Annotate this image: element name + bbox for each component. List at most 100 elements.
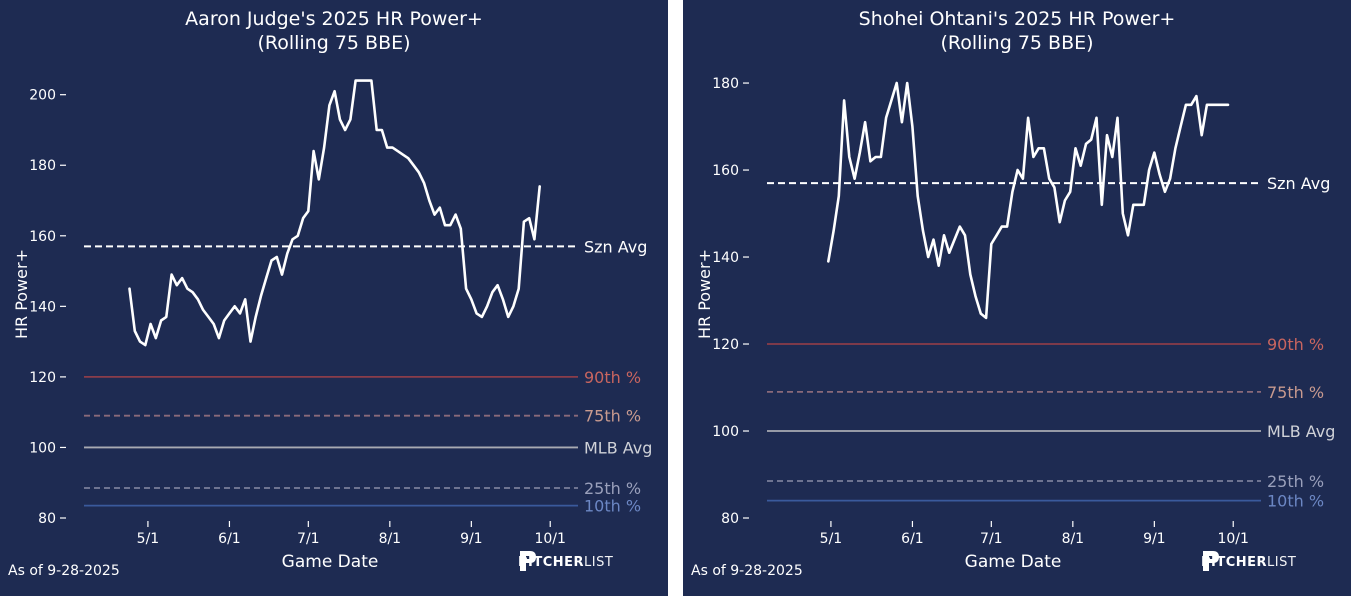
- series-point: [1179, 125, 1182, 128]
- y-tick-label: 100: [712, 424, 739, 440]
- series-point: [1058, 221, 1061, 223]
- series-point: [843, 99, 845, 102]
- series-point: [202, 309, 204, 311]
- series-point: [864, 121, 866, 123]
- series-point: [880, 156, 882, 158]
- series-point: [1079, 164, 1082, 167]
- y-tick-label: 180: [29, 158, 56, 174]
- series-point: [244, 298, 246, 301]
- series-point: [339, 118, 341, 121]
- series-point: [1143, 204, 1145, 206]
- series-point: [512, 305, 515, 308]
- series-point: [1169, 177, 1171, 180]
- series-point: [916, 195, 919, 197]
- series-point: [1153, 151, 1156, 154]
- x-tick-label: 9/1: [460, 531, 483, 547]
- series-point: [1174, 147, 1177, 150]
- series-point: [412, 164, 415, 166]
- pitcherlist-logo-icon: [1203, 551, 1219, 571]
- series-point: [186, 287, 189, 290]
- series-point: [502, 298, 504, 301]
- series-point: [517, 287, 520, 290]
- chart-ohtani: Shohei Ohtani's 2025 HR Power+(Rolling 7…: [695, 8, 1335, 572]
- series-point: [1032, 156, 1035, 158]
- series-line: [128, 79, 542, 347]
- series-point: [869, 160, 872, 163]
- x-tick-label: 6/1: [901, 531, 924, 547]
- y-tick-label: 120: [29, 370, 56, 386]
- series-point: [1122, 212, 1124, 215]
- series-point: [969, 273, 972, 276]
- series-point: [1195, 95, 1198, 97]
- series-point: [402, 153, 404, 156]
- series-point: [281, 273, 283, 276]
- y-tick-label: 200: [29, 88, 56, 104]
- series-point: [465, 287, 467, 290]
- series-point: [1164, 191, 1166, 193]
- series-point: [832, 230, 835, 232]
- series-point: [1111, 156, 1114, 158]
- series-point: [496, 284, 499, 287]
- reference-label-25th: 25th %: [1267, 472, 1324, 491]
- series-point: [254, 316, 257, 318]
- x-axis-label: Game Date: [282, 552, 379, 572]
- reference-label-10th: 10th %: [584, 497, 641, 516]
- series-point: [1016, 169, 1019, 171]
- series-point: [528, 217, 530, 219]
- series-point: [895, 82, 898, 84]
- series-point: [460, 227, 462, 230]
- series-point: [906, 82, 908, 84]
- chart-panel-ohtani: Shohei Ohtani's 2025 HR Power+ (Rolling 7…: [683, 0, 1351, 596]
- x-tick-label: 6/1: [218, 531, 241, 547]
- reference-label-90th: 90th %: [1267, 335, 1324, 354]
- series-point: [1043, 147, 1045, 150]
- y-tick-label: 80: [721, 511, 739, 527]
- series-point: [423, 182, 425, 184]
- series-point: [360, 79, 362, 82]
- series-point: [297, 235, 299, 237]
- series-point: [370, 79, 373, 82]
- series-point: [1127, 234, 1129, 237]
- series-point: [454, 213, 457, 216]
- series-point: [407, 157, 410, 159]
- series-point: [533, 238, 536, 241]
- series-point: [249, 340, 252, 343]
- series-point: [1037, 147, 1040, 150]
- series-point: [1227, 104, 1229, 106]
- pitcherlist-logo-icon: [520, 551, 536, 571]
- series-point: [827, 260, 830, 263]
- x-tick-label: 8/1: [1062, 531, 1085, 547]
- series-point: [1053, 186, 1056, 189]
- series-point: [233, 305, 236, 308]
- series-point: [1190, 104, 1192, 106]
- x-axis-label: Game Date: [965, 552, 1062, 572]
- series-point: [481, 316, 483, 318]
- series-point: [1001, 225, 1003, 228]
- x-tick-label: 7/1: [297, 531, 320, 547]
- reference-label-mlb-avg: MLB Avg: [584, 438, 652, 457]
- series-point: [838, 195, 840, 197]
- series-point: [475, 312, 478, 315]
- series-point: [1022, 177, 1024, 180]
- series-point: [181, 277, 183, 279]
- series-point: [1137, 204, 1140, 206]
- series-point: [144, 344, 147, 346]
- reference-label-szn-avg: Szn Avg: [584, 237, 647, 256]
- series-point: [848, 156, 851, 158]
- reference-label-75th: 75th %: [584, 407, 641, 426]
- series-point: [307, 210, 310, 212]
- series-point: [1069, 191, 1071, 193]
- series-point: [312, 150, 315, 152]
- series-point: [428, 199, 431, 202]
- brand-light: LIST: [1267, 554, 1297, 570]
- series-point: [396, 150, 399, 152]
- y-tick-label: 100: [29, 440, 56, 456]
- series-point: [1106, 134, 1108, 136]
- series-point: [538, 185, 541, 188]
- series-point: [228, 312, 231, 315]
- y-tick-label: 140: [712, 250, 739, 266]
- x-tick-label: 10/1: [534, 531, 565, 547]
- series-point: [874, 156, 877, 158]
- series-point: [1221, 104, 1224, 106]
- series-point: [207, 316, 210, 318]
